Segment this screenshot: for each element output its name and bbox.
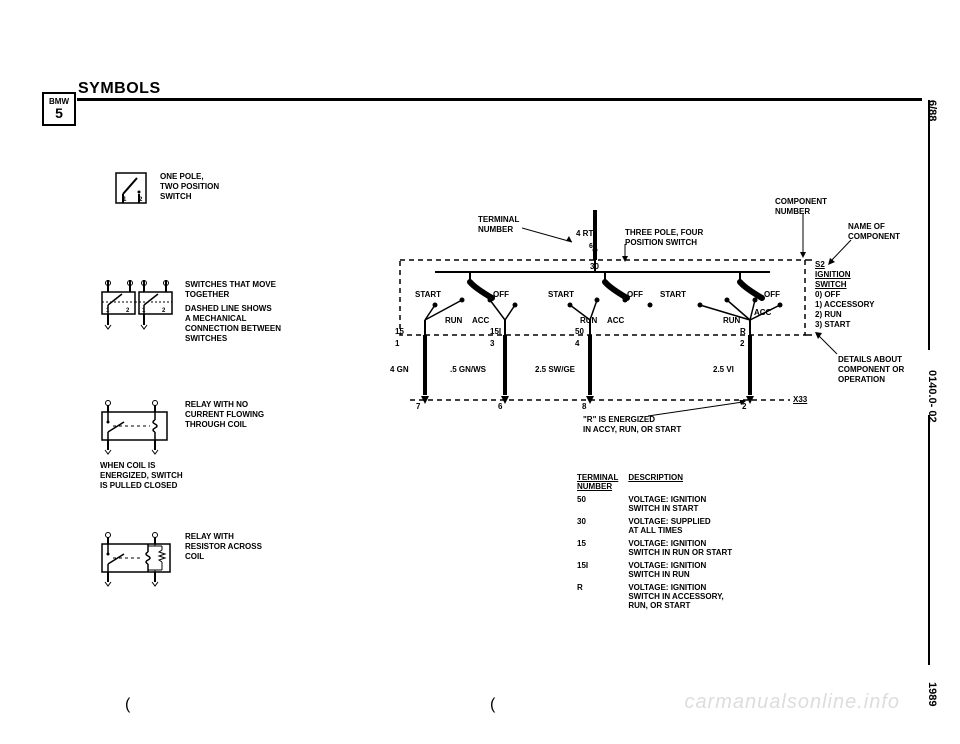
switch-1pole-label: ONE POLE, TWO POSITION SWITCH — [160, 172, 219, 202]
component-number-arrow — [798, 214, 808, 259]
three-pole-arrow — [620, 244, 630, 264]
num-3: 3 — [490, 339, 494, 349]
term-table-hdr-desc: DESCRIPTION — [628, 472, 740, 492]
terminal-table: TERMINAL NUMBER DESCRIPTION 50VOLTAGE: I… — [575, 470, 742, 613]
top-wire-label: 4 RT — [576, 229, 593, 239]
name-of-component-arrow — [826, 238, 856, 268]
num-4: 4 — [575, 339, 579, 349]
positions-list: 0) OFF 1) ACCESSORY 2) RUN 3) START — [815, 290, 874, 330]
wire-5gnws: .5 GN/WS — [450, 365, 486, 375]
component-id: S2 — [815, 260, 825, 270]
pole3-run: RUN — [723, 316, 740, 326]
symbol-switch-ganged: 1 2 1 2 SWITCHES THAT MOVE TOGETHER DASH… — [100, 280, 281, 344]
svg-text:1: 1 — [106, 308, 110, 314]
wire-25vi: 2.5 VI — [713, 365, 734, 375]
top-term-30: 30 — [590, 262, 599, 272]
paren-left: ( — [125, 696, 130, 714]
table-row: 30VOLTAGE: SUPPLIED AT ALL TIMES — [577, 516, 740, 536]
relay-resistor-icon — [100, 532, 175, 587]
relay-open-below: WHEN COIL IS ENERGIZED, SWITCH IS PULLED… — [100, 461, 183, 491]
svg-text:2: 2 — [139, 197, 143, 203]
conn-6: 6 — [498, 402, 502, 412]
top-term-small: 6 — [589, 243, 593, 252]
side-rule-1 — [928, 100, 930, 350]
term-50: 50 — [575, 327, 584, 337]
details-arrow — [813, 330, 843, 360]
table-row: 15IVOLTAGE: IGNITION SWITCH IN RUN — [577, 560, 740, 580]
term-table-hdr-num: TERMINAL NUMBER — [577, 472, 626, 492]
num-2: 2 — [740, 339, 744, 349]
switch-ganged-label1: SWITCHES THAT MOVE TOGETHER — [185, 280, 281, 300]
term-15: 15 — [395, 327, 404, 337]
page-title: SYMBOLS — [78, 80, 161, 98]
badge-bottom: 5 — [55, 106, 63, 120]
svg-text:1: 1 — [123, 197, 127, 203]
terminal-number-arrow — [522, 222, 582, 247]
pole1-acc: ACC — [472, 316, 489, 326]
table-row: 15VOLTAGE: IGNITION SWITCH IN RUN OR STA… — [577, 538, 740, 558]
side-code: 0140.0- 02 — [926, 370, 938, 423]
relay-open-label: RELAY WITH NO CURRENT FLOWING THROUGH CO… — [185, 400, 264, 430]
relay-open-icon — [100, 400, 175, 455]
num-1: 1 — [395, 339, 399, 349]
pole2-off: OFF — [627, 290, 643, 300]
table-row: RVOLTAGE: IGNITION SWITCH IN ACCESSORY, … — [577, 582, 740, 611]
symbol-switch-1pole: 1 2 ONE POLE, TWO POSITION SWITCH — [115, 172, 219, 207]
term-15i: 15I — [490, 327, 501, 337]
term-R: R — [740, 327, 746, 337]
watermark: carmanualsonline.info — [684, 691, 900, 714]
side-date: 6/88 — [926, 100, 938, 121]
symbol-relay-resistor: RELAY WITH RESISTOR ACROSS COIL — [100, 532, 262, 587]
component-name: IGNITION SWITCH — [815, 270, 851, 290]
conn-7: 7 — [416, 402, 420, 412]
r-note-arrow — [648, 400, 748, 420]
pole2-acc: ACC — [607, 316, 624, 326]
switch-ganged-label2: DASHED LINE SHOWS A MECHANICAL CONNECTIO… — [185, 304, 281, 344]
three-pole-callout: THREE POLE, FOUR POSITION SWITCH — [625, 228, 703, 248]
pole1-run: RUN — [445, 316, 462, 326]
header-rule — [77, 98, 922, 101]
pole1-start: START — [415, 290, 441, 300]
pole3-off: OFF — [764, 290, 780, 300]
pole2-run: RUN — [580, 316, 597, 326]
page: BMW 5 SYMBOLS 6/88 0140.0- 02 1989 1 2 O… — [0, 0, 960, 744]
terminal-number-callout: TERMINAL NUMBER — [478, 215, 519, 235]
switch-1pole-icon: 1 2 — [115, 172, 150, 207]
wire-25swge: 2.5 SW/GE — [535, 365, 575, 375]
relay-resistor-label: RELAY WITH RESISTOR ACROSS COIL — [185, 532, 262, 562]
table-row: 50VOLTAGE: IGNITION SWITCH IN START — [577, 494, 740, 514]
bmw-badge: BMW 5 — [42, 92, 76, 126]
symbol-relay-open: RELAY WITH NO CURRENT FLOWING THROUGH CO… — [100, 400, 264, 491]
side-year: 1989 — [926, 682, 938, 706]
wire-4gn: 4 GN — [390, 365, 409, 375]
pole3-start: START — [660, 290, 686, 300]
conn-8: 8 — [582, 402, 586, 412]
svg-text:1: 1 — [142, 308, 146, 314]
side-rule-2 — [928, 415, 930, 665]
svg-text:2: 2 — [126, 308, 130, 314]
paren-mid: ( — [490, 696, 495, 714]
pole2-start: START — [548, 290, 574, 300]
connector-x33: X33 — [793, 395, 807, 405]
svg-text:2: 2 — [162, 308, 166, 314]
pole3-acc: ACC — [754, 308, 771, 318]
details-callout: DETAILS ABOUT COMPONENT OR OPERATION — [838, 355, 904, 385]
pole1-off: OFF — [493, 290, 509, 300]
switch-ganged-icon: 1 2 1 2 — [100, 280, 175, 330]
